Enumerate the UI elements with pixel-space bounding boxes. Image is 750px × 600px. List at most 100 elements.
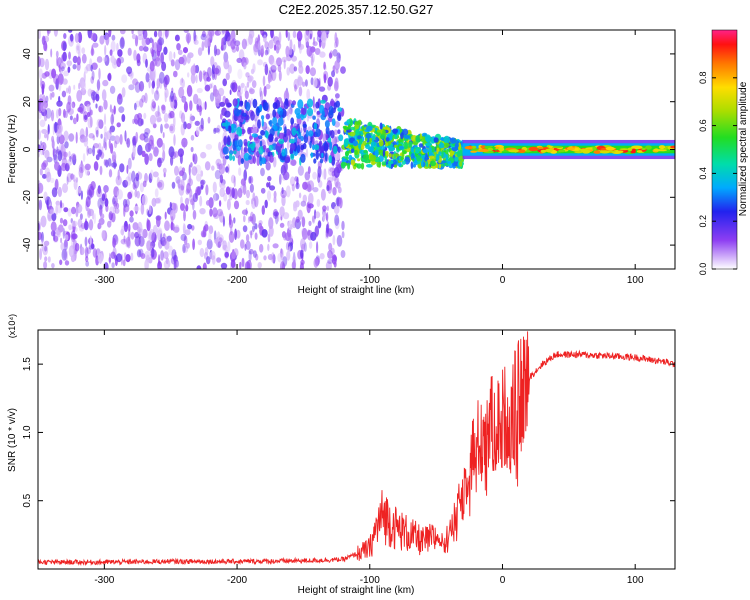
heatmap-cell — [379, 122, 383, 130]
heatmap-cell — [98, 119, 104, 129]
heatmap-cell — [45, 95, 49, 104]
heatmap-cell — [289, 106, 293, 115]
heatmap-cell — [156, 78, 161, 89]
heatmap-cell — [293, 66, 298, 72]
heatmap-cell — [354, 149, 358, 155]
heatmap-cell — [240, 239, 245, 249]
heatmap-cell — [55, 50, 59, 58]
heatmap-cell — [68, 30, 73, 33]
heatmap-cell — [302, 81, 306, 87]
heatmap-cell — [374, 149, 379, 158]
heatmap-cell — [290, 153, 295, 160]
heatmap-cell — [359, 138, 363, 145]
heatmap-cell — [90, 32, 97, 41]
heatmap-cell — [305, 148, 309, 158]
heatmap-cell — [200, 179, 206, 185]
heatmap-cell — [148, 153, 153, 162]
heatmap-cell — [87, 189, 93, 200]
heatmap-cell — [236, 229, 241, 239]
heatmap-cell — [174, 59, 181, 71]
heatmap-cell — [297, 165, 304, 176]
heatmap-cell — [301, 216, 306, 228]
heatmap-cell — [146, 254, 150, 263]
heatmap-cell — [241, 257, 245, 268]
heatmap-cell — [402, 150, 407, 155]
heatmap-cell — [277, 64, 282, 73]
heatmap-cell — [173, 99, 178, 109]
heatmap-cell — [157, 157, 162, 168]
heatmap-cell — [122, 179, 129, 188]
heatmap-cell — [68, 51, 71, 60]
heatmap-cell — [119, 37, 125, 49]
heatmap-cell — [157, 30, 163, 39]
heatmap-cell — [286, 67, 291, 76]
heatmap-cell — [221, 30, 226, 34]
heatmap-cell — [230, 82, 236, 90]
heatmap-cell — [297, 37, 302, 48]
heatmap-cell — [68, 245, 75, 258]
heatmap-cell — [249, 211, 254, 223]
heatmap-cell — [306, 45, 313, 57]
heatmap-cell — [311, 215, 315, 223]
heatmap-cell — [375, 136, 379, 143]
heatmap-cell — [283, 59, 286, 70]
heatmap-cell — [134, 184, 138, 191]
heatmap-cell — [180, 112, 186, 123]
heatmap-cell — [331, 70, 336, 78]
heatmap-cell — [498, 147, 505, 152]
heatmap-cell — [365, 133, 372, 139]
heatmap-cell — [313, 122, 318, 130]
heatmap-cell — [334, 60, 340, 71]
heatmap-cell — [63, 130, 69, 142]
heatmap-cell — [204, 247, 209, 256]
heatmap-cell — [360, 162, 365, 170]
heatmap-cell — [108, 257, 112, 263]
heatmap-cell — [177, 148, 184, 158]
heatmap-cell — [310, 77, 314, 86]
heatmap-cell — [256, 155, 261, 166]
heatmap-cell — [259, 243, 264, 253]
heatmap-cell — [44, 149, 50, 159]
heatmap-cell — [325, 261, 332, 269]
heatmap-cell — [350, 159, 356, 166]
heatmap-cell — [291, 127, 297, 136]
heatmap-cell — [51, 91, 55, 98]
heatmap-cell — [70, 153, 77, 161]
heatmap-cell — [273, 196, 277, 203]
heatmap-cell — [641, 147, 646, 151]
heatmap-cell — [64, 239, 68, 248]
heatmap-cell — [335, 161, 340, 168]
heatmap-cell — [144, 92, 148, 104]
heatmap-cell — [164, 220, 170, 231]
heatmap-cell — [41, 129, 48, 134]
heatmap-cell — [263, 255, 267, 261]
heatmap-cell — [281, 56, 287, 63]
heatmap-cell — [88, 219, 94, 231]
heatmap-cell — [592, 146, 597, 151]
heatmap-cell — [308, 192, 314, 205]
heatmap-cell — [270, 30, 274, 39]
heatmap-cell — [143, 132, 149, 138]
heatmap-cell — [104, 141, 108, 151]
heatmap-cell — [470, 150, 477, 153]
heatmap-cell — [325, 126, 330, 135]
heatmap-cell — [66, 60, 73, 67]
heatmap-cell — [160, 123, 163, 134]
heatmap-cell — [332, 255, 337, 262]
heatmap-cell — [415, 148, 420, 154]
heatmap-cell — [200, 151, 207, 159]
heatmap-cell — [287, 220, 293, 231]
page-title: C2E2.2025.357.12.50.G27 — [278, 2, 434, 17]
heatmap-cell — [369, 137, 373, 142]
heatmap-cell — [99, 204, 103, 217]
heatmap-cell — [50, 48, 53, 58]
heatmap-cell — [631, 148, 637, 153]
bottom-axes: -300 -200 -100 0 100 0.5 1.0 1.5 — [22, 330, 675, 586]
heatmap-cell — [310, 56, 314, 67]
heatmap-cell — [62, 78, 68, 85]
heatmap-cell — [57, 186, 63, 198]
heatmap-cell — [108, 169, 113, 178]
heatmap-cell — [298, 43, 302, 54]
heatmap-cell — [73, 179, 78, 191]
x-tick-label: -300 — [94, 275, 114, 286]
